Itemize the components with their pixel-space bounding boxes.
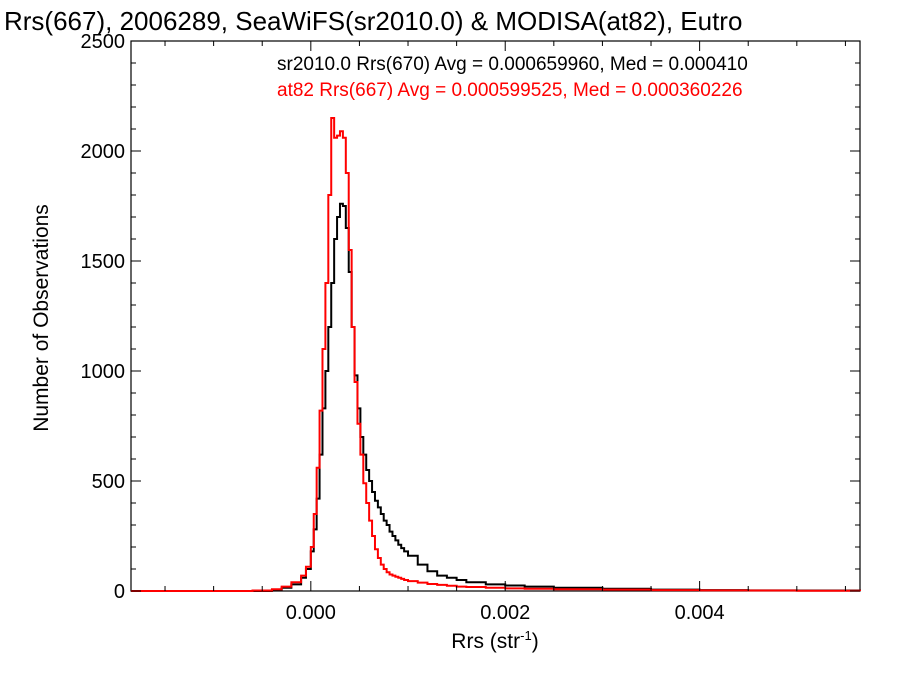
- y-tick-label: 1500: [81, 251, 126, 273]
- y-axis-label: Number of Observations: [30, 204, 53, 432]
- chart-title: Rrs(667), 2006289, SeaWiFS(sr2010.0) & M…: [4, 6, 742, 36]
- x-tick-label: 0.000: [286, 602, 336, 624]
- axis-ticks: 0.000 0.002 0.004 0 500 1000 1500 2000 2500: [81, 31, 860, 624]
- plot-border: [130, 40, 861, 592]
- x-tick-label: 0.004: [675, 602, 725, 624]
- sr2010-stats-annotation: sr2010.0 Rrs(670) Avg = 0.000659960, Med…: [277, 54, 748, 75]
- series-layer: [131, 117, 861, 592]
- plot-frame: [130, 40, 861, 592]
- sr2010-histogram-line: [131, 202, 861, 592]
- y-tick-label: 500: [92, 471, 125, 493]
- at82-stats-annotation: at82 Rrs(667) Avg = 0.000599525, Med = 0…: [277, 80, 743, 101]
- y-tick-label: 2000: [81, 141, 126, 163]
- x-axis-label: Rrs (str-1): [451, 628, 538, 653]
- x-axis-label-superscript: -1: [520, 628, 532, 643]
- at82-histogram-line: [131, 117, 861, 592]
- x-axis-label-base: Rrs (str: [451, 630, 520, 653]
- y-tick-label: 1000: [81, 361, 126, 383]
- y-tick-label: 2500: [81, 31, 126, 53]
- x-tick-label: 0.002: [480, 602, 530, 624]
- x-axis-label-close: ): [532, 630, 539, 653]
- y-tick-label: 0: [114, 581, 125, 603]
